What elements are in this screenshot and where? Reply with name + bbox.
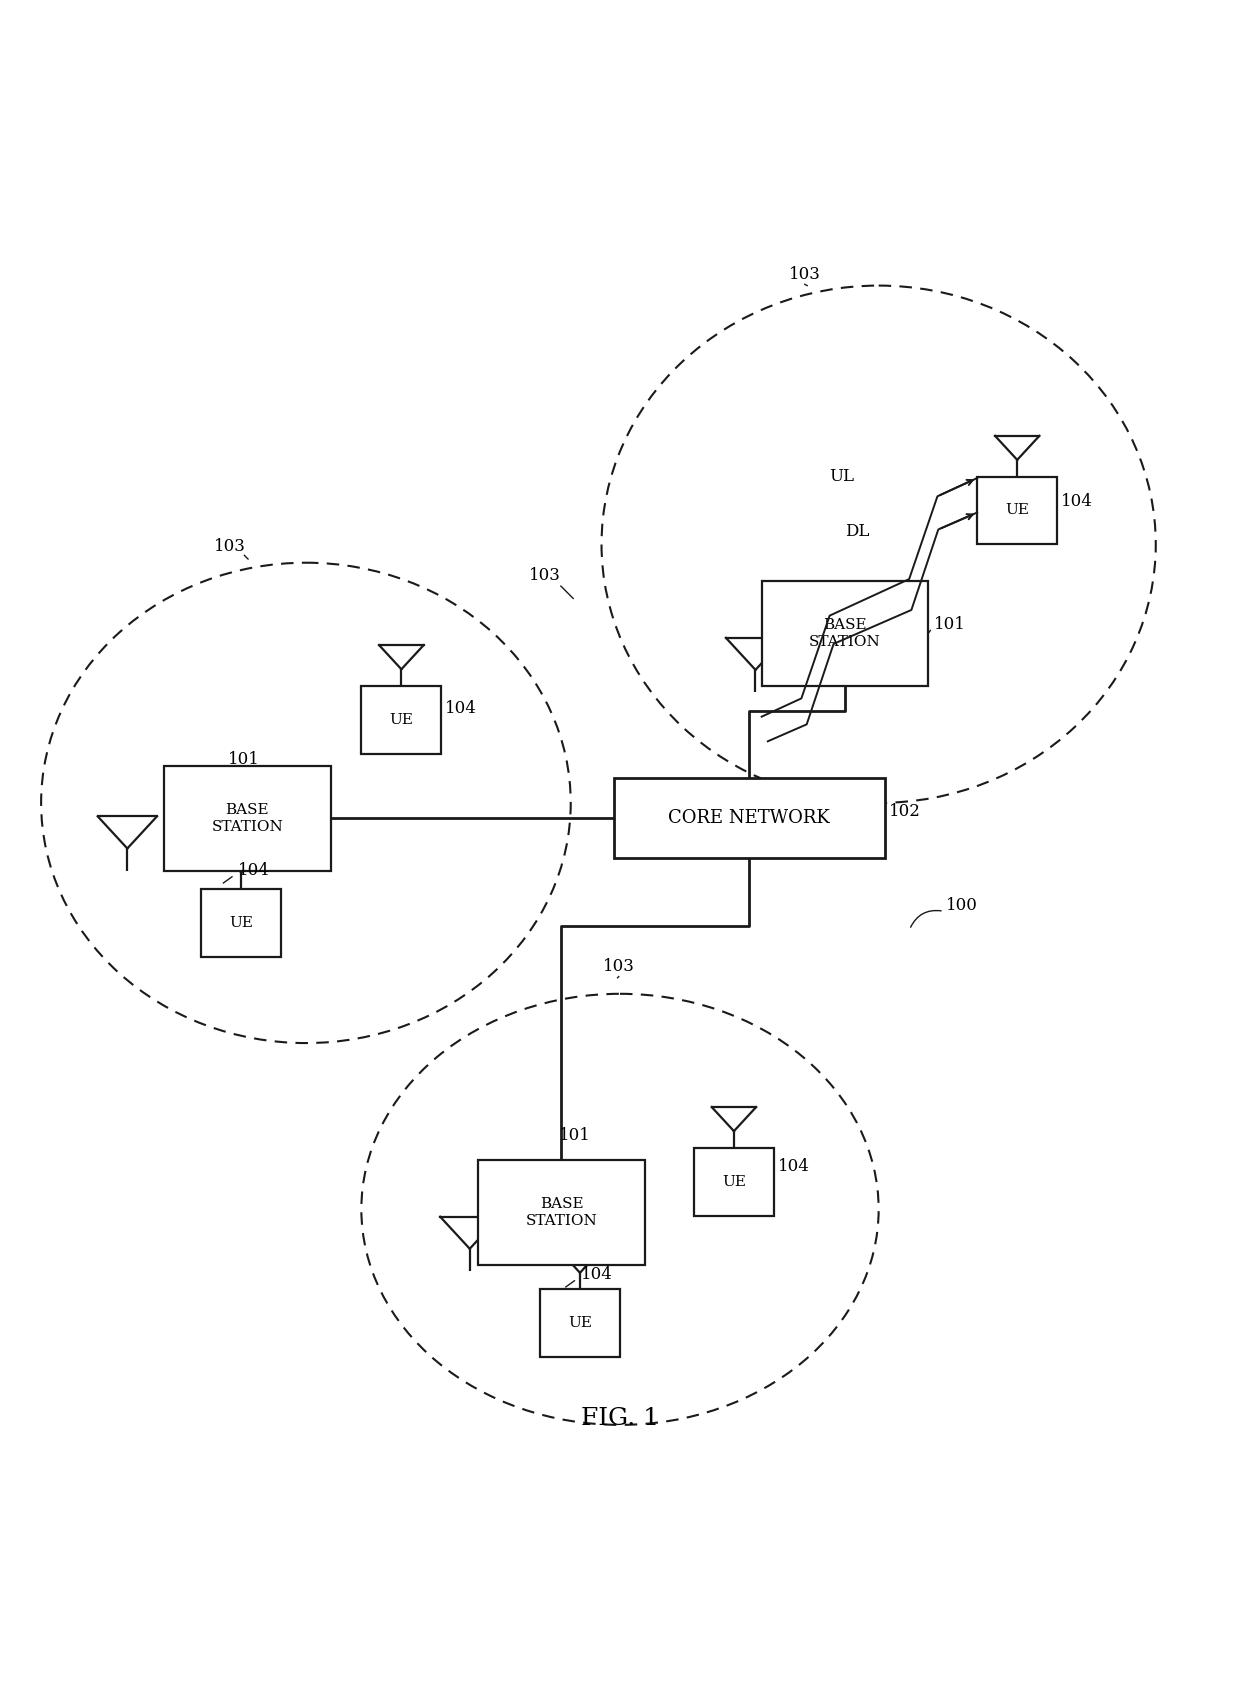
Text: 104: 104 (445, 699, 477, 716)
Text: BASE
STATION: BASE STATION (526, 1196, 598, 1228)
Bar (539, 1289, 620, 1357)
Text: BASE
STATION: BASE STATION (808, 618, 880, 650)
Bar (164, 766, 331, 871)
Text: 104: 104 (1061, 492, 1092, 509)
Bar (614, 778, 885, 858)
Text: UE: UE (389, 712, 413, 728)
Text: UE: UE (568, 1316, 591, 1330)
Text: UE: UE (1006, 504, 1029, 518)
Text: 103: 103 (603, 958, 635, 975)
Text: 101: 101 (228, 751, 260, 768)
Text: 103: 103 (529, 567, 560, 584)
Bar (361, 685, 441, 753)
Text: 103: 103 (213, 538, 246, 555)
Text: 103: 103 (789, 266, 821, 283)
Text: 104: 104 (777, 1157, 810, 1174)
Text: 104: 104 (238, 863, 270, 880)
Bar (694, 1147, 774, 1215)
Text: 104: 104 (580, 1266, 613, 1283)
Text: UL: UL (830, 469, 854, 486)
Bar (761, 580, 928, 685)
Text: FIG. 1: FIG. 1 (582, 1408, 658, 1430)
Text: UE: UE (229, 915, 253, 931)
Bar (977, 477, 1058, 545)
Text: BASE
STATION: BASE STATION (212, 802, 283, 834)
Bar (479, 1161, 645, 1264)
Text: DL: DL (846, 523, 870, 540)
Text: 101: 101 (934, 616, 966, 633)
Text: 102: 102 (889, 804, 920, 821)
FancyArrowPatch shape (910, 910, 941, 927)
Text: 101: 101 (558, 1127, 590, 1144)
Text: 100: 100 (946, 897, 978, 914)
Text: UE: UE (722, 1174, 746, 1188)
Bar (201, 888, 281, 958)
Text: CORE NETWORK: CORE NETWORK (668, 809, 831, 827)
